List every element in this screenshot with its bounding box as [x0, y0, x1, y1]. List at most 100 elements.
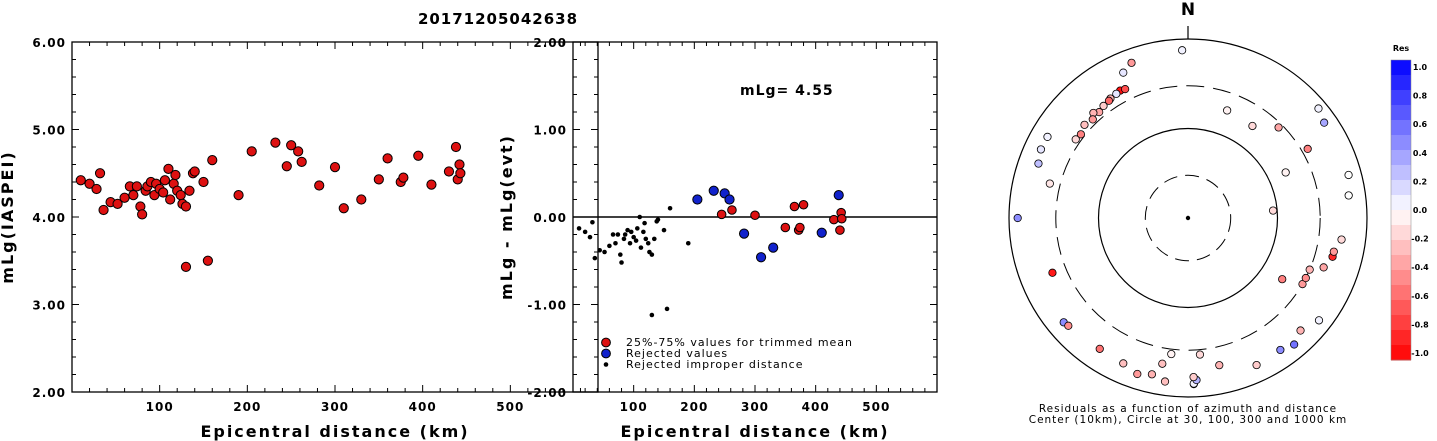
mlg-annotation: mLg= 4.55 [740, 83, 834, 99]
north-label: N [1181, 0, 1195, 20]
magnitude-point [246, 146, 257, 157]
rejected-point [738, 228, 750, 239]
station-residual-point [1080, 120, 1089, 129]
station-residual-point [1337, 235, 1346, 244]
magnitude-point [180, 201, 192, 212]
rejected-point [755, 252, 767, 263]
x-tick-label: 400 [802, 400, 830, 414]
magnitude-point [170, 169, 181, 181]
improper-distance-point [641, 229, 646, 235]
station-residual-point [1045, 179, 1054, 188]
magnitude-point [180, 261, 192, 272]
figure-title: 20171205042638 [418, 10, 578, 28]
station-residual-point [1178, 46, 1187, 55]
legend-marker [601, 348, 611, 359]
colorbar-tick-label: 0.0 [1413, 206, 1428, 215]
colorbar-swatch [1391, 345, 1411, 361]
legend-label: Rejected improper distance [626, 358, 804, 371]
improper-distance-point [615, 232, 621, 237]
colorbar-tick-label: -0.8 [1411, 320, 1429, 329]
magnitude-point [455, 168, 466, 179]
improper-distance-point [587, 234, 593, 240]
improper-distance-point [619, 260, 624, 265]
station-residual-point [1133, 369, 1142, 379]
colorbar-frame [1390, 59, 1412, 361]
trimmed-mean-point [829, 214, 839, 225]
station-residual-point [1064, 321, 1073, 330]
magnitude-point [443, 166, 455, 177]
trimmed-mean-point [789, 201, 800, 212]
improper-distance-point [602, 249, 607, 255]
x-tick-label: 500 [496, 400, 524, 414]
magnitude-point [286, 140, 297, 151]
x-axis-label: Epicentral distance (km) [200, 422, 469, 441]
station-residual-point [1314, 104, 1323, 113]
improper-distance-point [628, 229, 634, 235]
station-residual-point [1095, 344, 1104, 353]
polar-caption-line1: Residuals as a function of azimuth and d… [1039, 403, 1337, 415]
station-residual-point [1268, 206, 1278, 215]
range-circle-300km [1055, 85, 1321, 351]
improper-distance-point [645, 240, 651, 246]
station-residual-point [1127, 58, 1136, 67]
station-residual-point [1112, 89, 1121, 98]
improper-distance-point [631, 234, 636, 240]
magnitude-point [159, 175, 171, 186]
colorbar-swatch [1391, 150, 1411, 166]
x-tick-label: 500 [862, 400, 890, 414]
station-residual-point [1215, 361, 1224, 370]
legend-marker [603, 362, 609, 367]
rejected-point [768, 242, 779, 253]
station-residual-point [1088, 115, 1097, 124]
colorbar-swatch [1391, 285, 1411, 301]
station-residual-point [1223, 106, 1232, 115]
plot-frame [71, 41, 599, 393]
magnitude-point [119, 192, 130, 203]
colorbar-swatch [1391, 105, 1411, 121]
magnitude-point [450, 141, 462, 153]
legend-marker [601, 337, 611, 348]
station-residual-point [1189, 372, 1198, 382]
magnitude-point [98, 204, 109, 216]
colorbar-swatch [1391, 60, 1411, 76]
magnitude-point [163, 163, 174, 174]
improper-distance-point [590, 219, 595, 225]
station-residual-point [1195, 350, 1205, 359]
station-residual-point [1104, 96, 1114, 105]
magnitude-point [198, 176, 209, 188]
magnitude-point [207, 155, 218, 166]
trimmed-mean-point [727, 205, 737, 215]
trimmed-mean-point [835, 225, 845, 235]
station-residual-point [1147, 370, 1157, 379]
colorbar-tick-label: 0.8 [1413, 92, 1428, 101]
trimmed-mean-point [716, 209, 727, 220]
station-residual-point [1276, 345, 1285, 355]
station-residual-point [1274, 123, 1283, 132]
y-axis-label: mLg(IASPEI) [0, 150, 17, 283]
x-axis-label: Epicentral distance (km) [620, 422, 889, 441]
station-residual-point [1119, 68, 1128, 77]
magnitude-point [293, 146, 304, 157]
magnitude-point [281, 161, 292, 172]
magnitude-point [158, 187, 169, 198]
magnitude-point [202, 255, 213, 266]
improper-distance-point [592, 255, 598, 261]
legend-label: Rejected values [626, 347, 728, 360]
trimmed-mean-point [795, 222, 805, 233]
colorbar-tick-label: 0.6 [1413, 120, 1428, 129]
station-residual-point [1301, 273, 1310, 283]
improper-distance-point [621, 236, 627, 242]
station-residual-point [1248, 121, 1257, 131]
station-residual-point [1160, 377, 1170, 386]
trimmed-mean-point [780, 222, 791, 233]
improper-distance-point [625, 227, 630, 233]
colorbar-swatch [1391, 135, 1411, 151]
station-residual-point [1036, 145, 1046, 154]
y-tick-label: 6.00 [32, 36, 66, 50]
y-tick-label: 5.00 [32, 124, 66, 138]
y-tick-label: 1.00 [533, 124, 567, 138]
rejected-point [708, 185, 719, 196]
magnitude-point [373, 174, 384, 185]
epicenter-marker [1185, 215, 1191, 221]
improper-distance-point [618, 252, 623, 257]
